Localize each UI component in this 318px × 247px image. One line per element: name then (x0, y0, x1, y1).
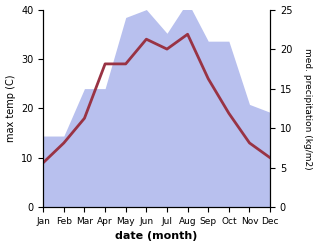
Y-axis label: max temp (C): max temp (C) (5, 75, 16, 142)
X-axis label: date (month): date (month) (115, 231, 198, 242)
Y-axis label: med. precipitation (kg/m2): med. precipitation (kg/m2) (303, 48, 313, 169)
